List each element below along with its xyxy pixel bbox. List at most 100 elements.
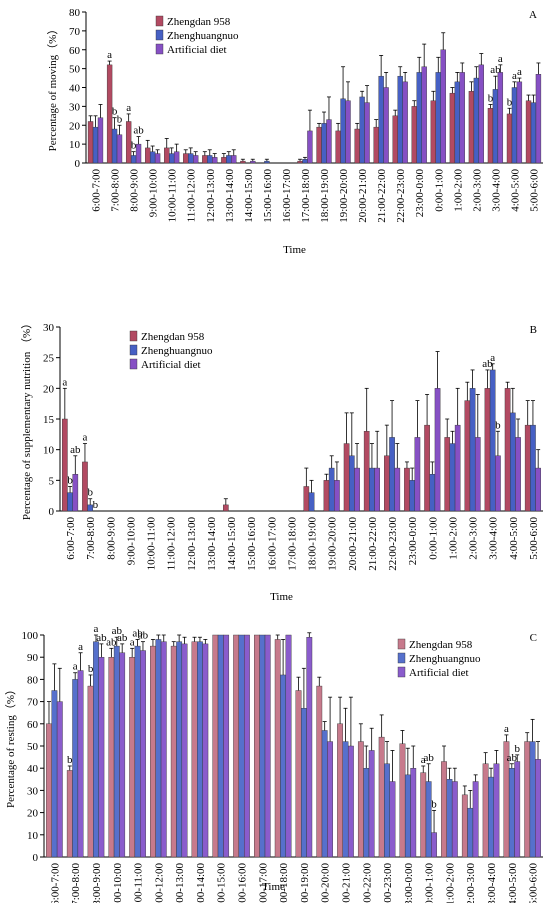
bar: [399, 743, 406, 858]
significance-letter: a: [517, 66, 522, 78]
bar: [468, 91, 475, 164]
bar: [306, 637, 313, 858]
bar: [238, 634, 245, 858]
bar: [424, 424, 430, 512]
bar: [357, 741, 364, 858]
significance-letter: ab: [423, 752, 434, 764]
x-tick-label: 2:00-3:00: [471, 169, 483, 212]
x-tick-label: 12:00-13:00: [174, 863, 186, 903]
bar: [93, 641, 99, 858]
bar: [108, 657, 115, 858]
bar: [368, 750, 375, 858]
x-tick-label: 4:00-5:00: [509, 169, 521, 212]
y-tick-label: 80: [27, 674, 39, 686]
x-tick-label: 20:00-21:00: [357, 169, 369, 223]
y-tick-label: 10: [43, 445, 55, 457]
bar: [46, 723, 52, 858]
y-tick-label: 70: [69, 26, 81, 38]
bar: [111, 128, 118, 164]
y-axis-label: Percentage of moving（%）: [46, 24, 59, 152]
x-tick-label: 1:00-2:00: [452, 169, 464, 212]
bar: [191, 641, 198, 858]
significance-letter: a: [83, 432, 88, 444]
bar: [181, 643, 188, 858]
x-tick-label: 9:00-10:00: [148, 169, 160, 218]
bar: [134, 645, 141, 858]
bar: [384, 763, 390, 858]
y-tick-label: 50: [69, 64, 81, 76]
significance-letter: ab: [133, 125, 144, 137]
y-tick-label: 20: [69, 120, 81, 132]
significance-letter: a: [62, 376, 67, 388]
significance-letter: a: [73, 661, 78, 673]
bar: [327, 741, 333, 858]
bar: [193, 155, 199, 164]
significance-letter: a: [512, 70, 517, 82]
y-tick-label: 30: [69, 101, 81, 113]
bar: [464, 400, 471, 512]
legend-swatch: [155, 29, 164, 41]
legend-label: Artificial diet: [141, 359, 201, 371]
x-tick-label: 7:00-8:00: [85, 517, 97, 560]
legend-label: Zhengdan 958: [167, 16, 231, 28]
x-axis-label: Time: [270, 591, 293, 603]
x-tick-label: 21:00-22:00: [367, 517, 379, 571]
significance-letter: b: [93, 499, 99, 511]
bar: [321, 123, 327, 164]
bar: [342, 741, 349, 858]
significance-letter: b: [88, 663, 94, 675]
bar: [66, 770, 73, 858]
bar: [316, 685, 323, 858]
bar: [373, 126, 379, 164]
bar: [188, 153, 194, 164]
bar: [449, 443, 456, 512]
bar: [506, 113, 513, 164]
panel-label: A: [529, 9, 537, 21]
y-axis-label: Percentage of resting（%）: [4, 684, 17, 808]
y-tick-label: 0: [49, 506, 55, 518]
x-tick-label: 8:00-9:00: [91, 863, 103, 903]
significance-letter: ab: [490, 64, 501, 76]
bar: [474, 437, 481, 512]
bar: [435, 72, 441, 164]
bar: [524, 424, 531, 512]
y-tick-label: 0: [33, 852, 39, 864]
y-tick-label: 40: [69, 83, 81, 95]
bar: [321, 730, 328, 858]
x-tick-label: 7:00-8:00: [110, 169, 122, 212]
bar: [530, 102, 537, 164]
y-tick-label: 20: [27, 808, 39, 820]
bar: [335, 130, 341, 164]
y-tick-label: 5: [49, 475, 55, 487]
bar: [451, 781, 458, 858]
significance-letter: a: [498, 53, 503, 65]
x-tick-label: 6:00-7:00: [65, 517, 77, 560]
significance-letter: b: [131, 140, 137, 152]
x-tick-label: 19:00-20:00: [320, 863, 332, 903]
bar: [444, 437, 451, 512]
bar: [87, 685, 94, 858]
x-tick-label: 9:00-10:00: [125, 517, 137, 566]
bar: [316, 126, 322, 164]
x-tick-label: 1:00-2:00: [444, 863, 456, 903]
x-tick-label: 12:00-13:00: [205, 169, 217, 223]
bar: [164, 147, 170, 164]
bar: [495, 455, 501, 512]
bar: [402, 81, 408, 164]
bar: [169, 153, 175, 164]
bar: [145, 147, 151, 164]
significance-letter: ab: [138, 630, 149, 642]
bar: [244, 634, 250, 858]
bar: [264, 634, 271, 858]
significance-letter: ab: [507, 752, 518, 764]
x-tick-label: 19:00-20:00: [338, 169, 350, 223]
x-tick-label: 5:00-6:00: [528, 517, 540, 560]
bar: [363, 431, 370, 512]
x-tick-label: 6:00-7:00: [91, 169, 103, 212]
x-tick-label: 1:00-2:00: [447, 517, 459, 560]
x-tick-label: 3:00-4:00: [488, 517, 500, 560]
bar: [383, 87, 389, 164]
bar: [87, 121, 94, 164]
x-tick-label: 4:00-5:00: [508, 517, 520, 560]
